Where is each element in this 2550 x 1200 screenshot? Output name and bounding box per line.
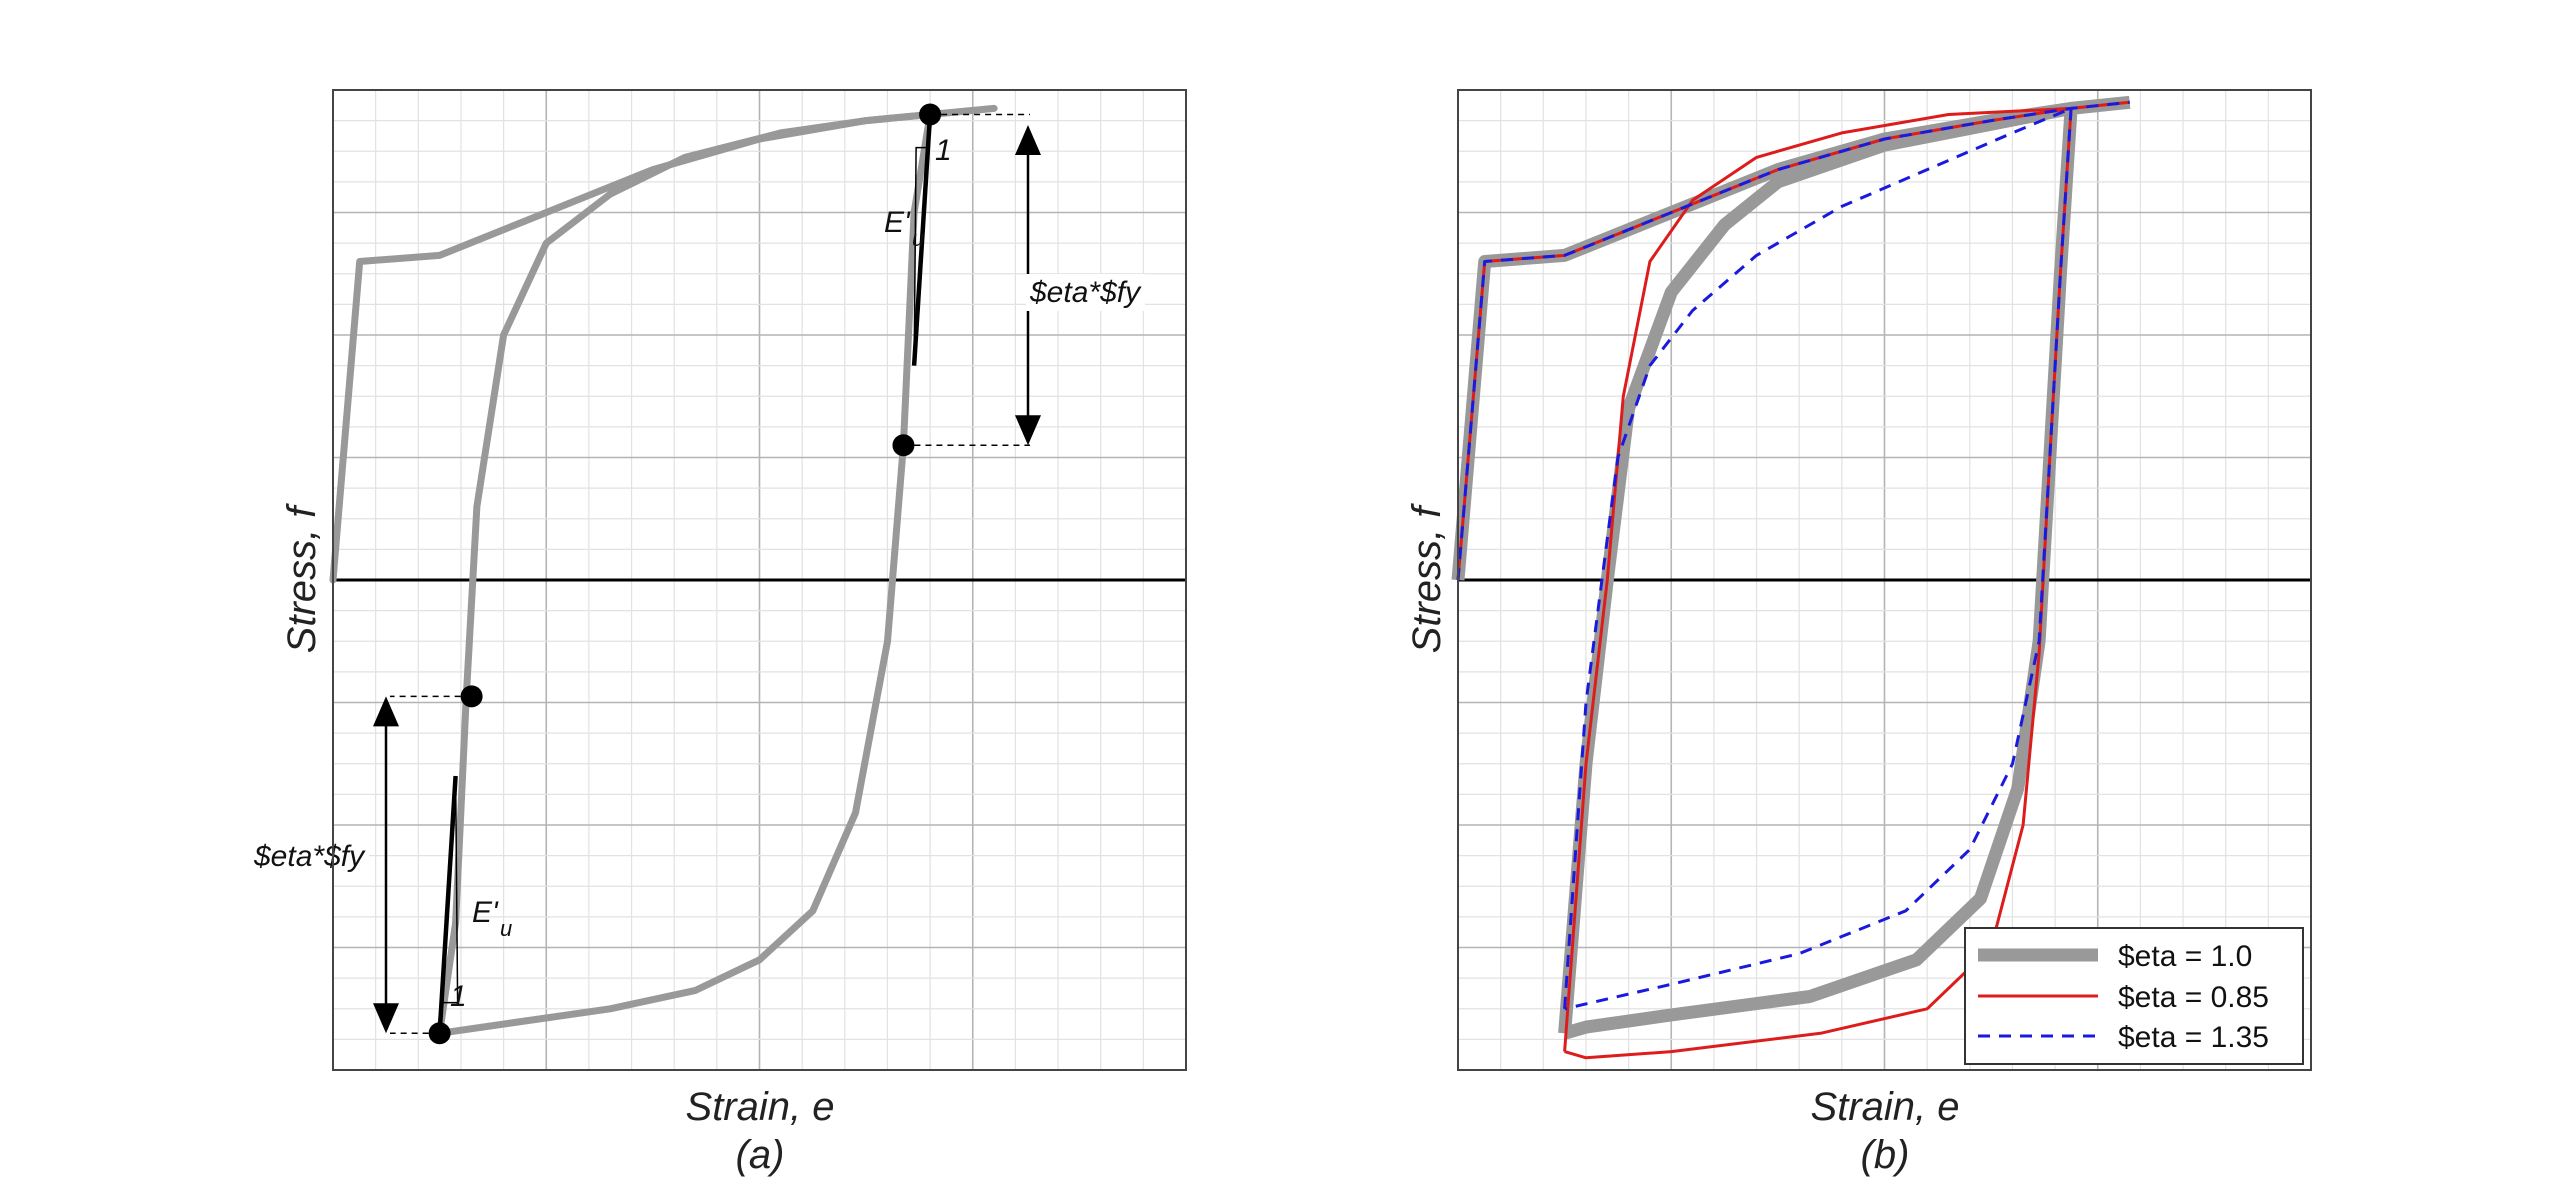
panel-b-x-axis-label: Strain, e: [1811, 1085, 1960, 1129]
tangent-line-1: [911, 114, 933, 366]
legend-label-eta-1-0: $eta = 1.0: [2118, 940, 2252, 973]
arrow-eta-fy-bottom-head-down: [373, 1003, 399, 1034]
marker-point-4: [428, 1022, 451, 1045]
panel-b-curves: [1451, 95, 2131, 1060]
arrow-eta-fy-top-head-down: [1015, 415, 1041, 446]
slope-triangle-bottom: [442, 775, 459, 1004]
eta-fy-label-top: $eta*$fy: [1029, 276, 1142, 309]
arrow-eta-fy-top-head-up: [1015, 125, 1041, 155]
marker-point-3: [460, 685, 483, 708]
eu-label-top: E': [884, 206, 911, 239]
panel-b-grid: [1457, 89, 2312, 1071]
panel-b-y-axis-label: Stress, f: [1405, 503, 1449, 654]
slope-label-bottom: 1: [450, 980, 467, 1013]
panel-b: Stress, f Strain, e (b) $eta = 1.0 $eta …: [1405, 89, 2312, 1177]
legend: $eta = 1.0 $eta = 0.85 $eta = 1.35: [1964, 927, 2304, 1065]
eu-label-top-subscript: u: [912, 226, 924, 251]
panel-a-grid: [332, 89, 1187, 1071]
tangent-line-2: [437, 775, 458, 1034]
label-background: [1026, 274, 1146, 311]
panel-a-curve-3: [436, 111, 934, 1037]
series-eta-1-35: [1456, 100, 2130, 1011]
panel-a-y-axis-label: Stress, f: [280, 503, 324, 654]
panel-a-x-axis-label: Strain, e: [686, 1085, 835, 1129]
panel-a-frame: [332, 89, 1187, 1071]
marker-point-2: [892, 434, 915, 457]
eta-fy-label-bottom: $eta*$fy: [253, 840, 366, 873]
slope-triangle-top: [913, 146, 929, 366]
eu-label-bottom-subscript: u: [500, 916, 512, 941]
slope-label-top: 1: [935, 134, 952, 167]
panel-a-annotations: $eta*$fy $eta*$fy E' u E' u 1 1: [250, 134, 1146, 1013]
legend-label-eta-0-85: $eta = 0.85: [2118, 981, 2269, 1014]
arrow-eta-fy-bottom-head-up: [373, 696, 399, 727]
panel-a: $eta*$fy $eta*$fy E' u E' u 1 1 Stress, …: [250, 89, 1187, 1177]
eu-label-bottom: E': [472, 896, 499, 929]
panel-b-caption: (b): [1861, 1133, 1910, 1177]
legend-label-eta-1-35: $eta = 1.35: [2118, 1021, 2269, 1054]
label-background: [250, 838, 370, 875]
marker-point-1: [919, 103, 942, 126]
panel-a-curve-2: [436, 111, 934, 1037]
panel-a-curves: [329, 103, 1041, 1045]
panel-a-caption: (a): [736, 1133, 785, 1177]
series-eta-1-0: [1451, 95, 2131, 1040]
panel-b-frame: [1457, 89, 2312, 1071]
